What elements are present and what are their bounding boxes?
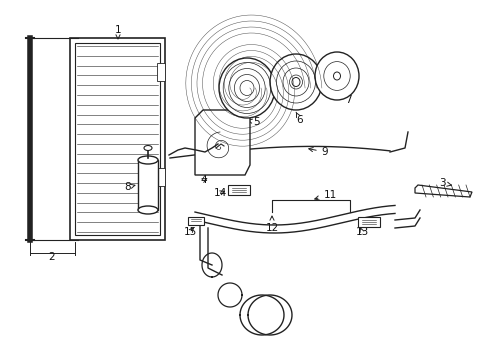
Bar (187, 217, 203, 225)
Bar (157, 63, 164, 81)
Ellipse shape (269, 54, 321, 110)
Text: 10: 10 (198, 143, 220, 153)
Text: 1: 1 (115, 25, 121, 39)
Bar (70, 38, 164, 240)
Text: 6: 6 (296, 112, 303, 125)
Bar (357, 217, 379, 227)
Text: 9: 9 (308, 147, 327, 157)
Text: 14: 14 (213, 188, 226, 198)
Text: 12: 12 (265, 216, 278, 233)
Text: 5: 5 (247, 117, 259, 127)
Ellipse shape (219, 58, 274, 118)
Bar (75, 43, 160, 235)
Text: 2: 2 (49, 252, 55, 262)
Text: 13: 13 (355, 227, 368, 237)
Ellipse shape (314, 52, 358, 100)
Bar (227, 185, 249, 195)
Text: 4: 4 (200, 175, 207, 185)
Bar (138, 160, 158, 210)
Text: 15: 15 (183, 227, 196, 237)
Polygon shape (195, 110, 249, 175)
Text: 7: 7 (344, 80, 355, 105)
Ellipse shape (143, 145, 152, 150)
Polygon shape (414, 185, 471, 197)
Text: 11: 11 (314, 190, 336, 200)
Ellipse shape (138, 156, 158, 164)
Text: 3: 3 (438, 178, 450, 188)
Text: 8: 8 (124, 182, 135, 192)
Ellipse shape (138, 206, 158, 214)
Bar (157, 168, 164, 186)
